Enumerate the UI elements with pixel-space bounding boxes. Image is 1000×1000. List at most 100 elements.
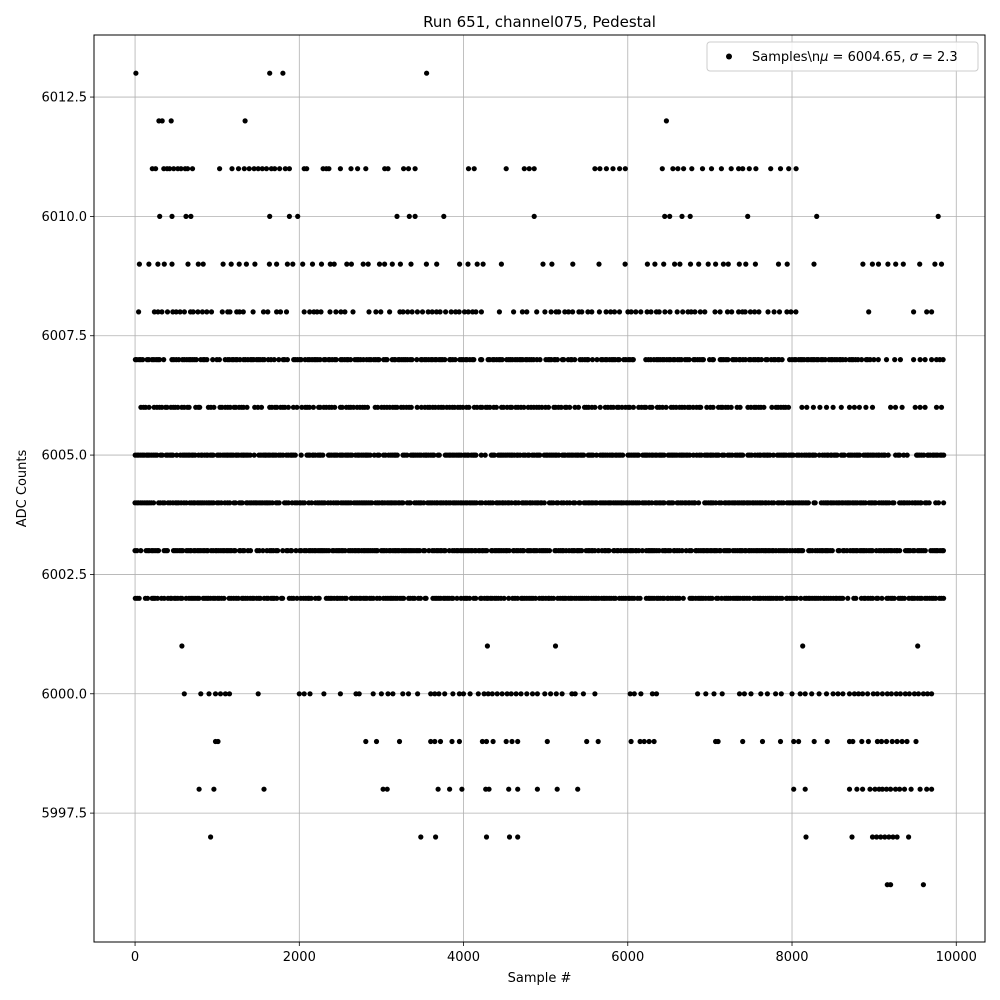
data-point — [518, 691, 524, 697]
data-point — [244, 404, 250, 410]
data-point — [227, 404, 233, 410]
data-point — [622, 166, 628, 172]
data-point — [610, 404, 616, 410]
data-point — [545, 404, 552, 410]
data-point — [282, 166, 288, 172]
data-point — [136, 595, 142, 601]
data-point — [771, 309, 777, 315]
data-point — [874, 834, 880, 840]
data-point — [814, 213, 820, 219]
data-point — [418, 834, 424, 840]
data-point — [168, 118, 174, 124]
data-point — [804, 404, 810, 410]
data-point — [764, 691, 771, 697]
data-point — [344, 261, 350, 267]
data-point — [830, 404, 836, 410]
data-point — [572, 357, 578, 363]
data-point — [725, 357, 731, 363]
data-point — [159, 309, 165, 315]
data-point — [343, 595, 349, 601]
data-point — [592, 166, 598, 172]
data-point — [475, 691, 481, 697]
data-point — [644, 309, 650, 315]
data-point — [169, 213, 175, 219]
data-point — [318, 309, 324, 315]
data-point — [177, 309, 183, 315]
data-point — [874, 738, 881, 745]
data-point — [798, 595, 804, 601]
data-point — [161, 500, 168, 506]
data-point — [686, 357, 692, 363]
data-point — [674, 309, 680, 315]
data-point — [740, 452, 746, 458]
data-point — [596, 261, 602, 267]
data-point — [899, 404, 905, 410]
data-point — [228, 261, 234, 267]
data-point — [817, 404, 823, 410]
data-point — [280, 595, 286, 601]
data-point — [515, 834, 521, 840]
data-point — [784, 309, 790, 315]
data-point — [687, 261, 694, 267]
data-point — [159, 452, 165, 458]
data-point — [199, 309, 205, 315]
data-point — [897, 548, 903, 554]
data-point — [867, 786, 873, 792]
data-point — [456, 738, 462, 745]
data-point — [151, 309, 157, 315]
data-point — [915, 643, 921, 649]
data-point — [452, 357, 458, 363]
data-point — [811, 261, 817, 267]
data-point — [892, 786, 899, 792]
data-point — [400, 309, 406, 315]
data-point — [442, 691, 448, 697]
legend-label-mu: μ — [819, 50, 828, 65]
data-point — [644, 261, 651, 267]
data-point — [778, 691, 784, 697]
data-point — [850, 738, 856, 745]
data-point — [265, 309, 271, 315]
data-point — [791, 786, 797, 792]
data-point — [688, 548, 694, 554]
data-point — [294, 404, 300, 410]
plot-frame — [93, 34, 986, 943]
data-point — [940, 548, 947, 554]
data-point — [506, 786, 512, 792]
data-point — [204, 357, 210, 363]
data-point — [866, 309, 872, 315]
data-point — [316, 595, 322, 601]
data-point — [840, 595, 846, 601]
data-point — [824, 738, 830, 745]
data-point — [457, 261, 463, 267]
data-point — [226, 691, 233, 697]
data-point — [697, 309, 703, 315]
data-point — [758, 691, 764, 697]
data-point — [382, 261, 388, 267]
data-point — [729, 309, 735, 315]
data-point — [377, 595, 383, 601]
data-point — [579, 548, 585, 554]
data-point — [788, 309, 794, 315]
data-point — [251, 452, 257, 458]
data-point — [342, 309, 348, 315]
data-point — [503, 738, 509, 745]
data-point — [255, 691, 261, 697]
data-point — [404, 452, 410, 458]
data-point — [875, 595, 881, 601]
data-point — [935, 213, 941, 219]
data-point — [860, 786, 866, 792]
data-point — [822, 357, 828, 363]
data-point — [628, 738, 634, 745]
data-point — [860, 261, 866, 267]
data-point — [275, 548, 281, 554]
data-point — [870, 595, 876, 601]
data-point — [509, 404, 515, 410]
data-point — [155, 309, 161, 315]
data-point — [584, 738, 590, 745]
data-point — [670, 166, 676, 172]
data-point — [878, 738, 885, 745]
data-point — [575, 404, 582, 410]
data-point — [649, 404, 655, 410]
data-point — [376, 261, 383, 267]
data-point — [175, 404, 181, 410]
